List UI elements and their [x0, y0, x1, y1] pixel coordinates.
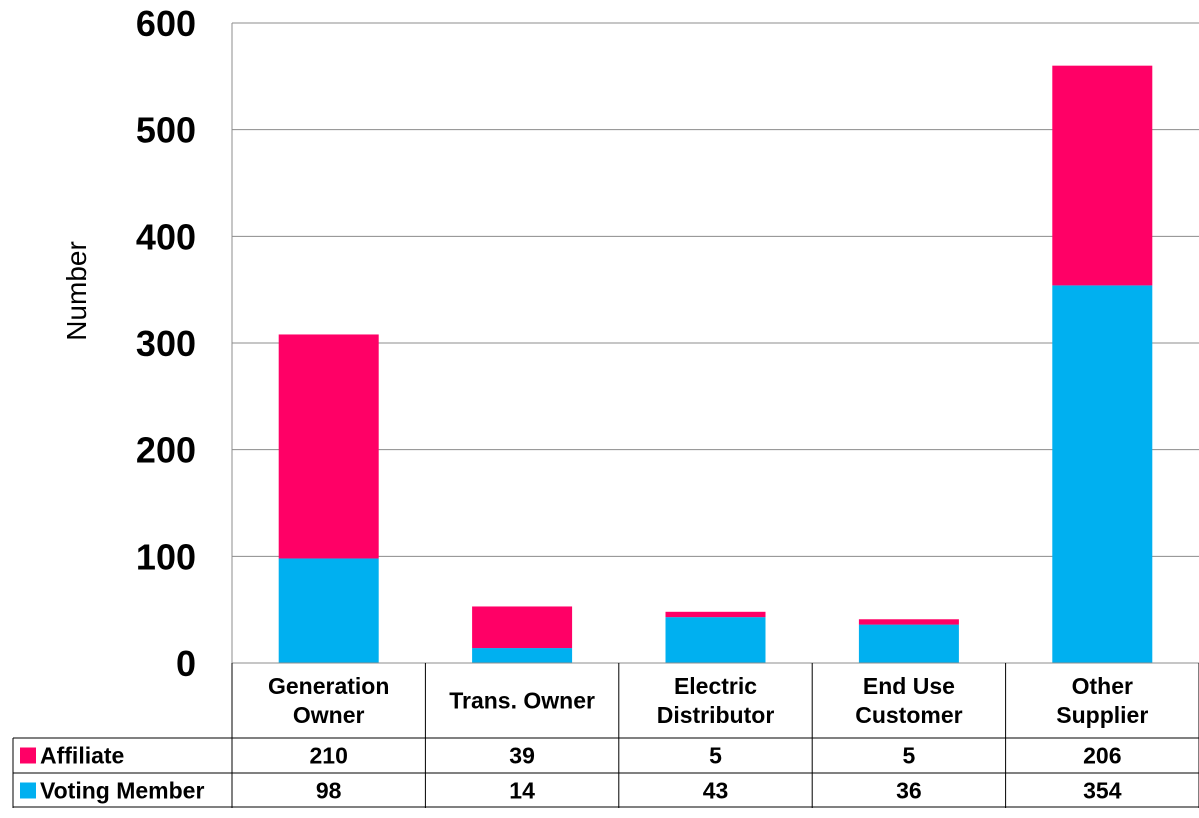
data-label: 210 — [310, 743, 348, 769]
y-tick-label: 400 — [136, 216, 196, 257]
data-label: 14 — [509, 778, 535, 804]
x-category-label: Electric — [674, 673, 757, 699]
y-axis-label: Number — [61, 241, 92, 341]
y-tick-label: 100 — [136, 536, 196, 577]
data-label: 43 — [703, 778, 729, 804]
legend-swatch — [20, 747, 36, 764]
bar-affiliate — [278, 334, 379, 559]
data-label: 206 — [1083, 743, 1121, 769]
bar-voting-member — [858, 624, 959, 663]
data-label: 354 — [1083, 778, 1122, 804]
legend-label: Voting Member — [40, 778, 204, 804]
y-tick-label: 600 — [136, 3, 196, 44]
bar-voting-member — [278, 558, 379, 663]
data-label: 39 — [509, 743, 535, 769]
y-tick-label: 200 — [136, 430, 196, 471]
bar-voting-member — [1052, 285, 1153, 663]
x-category-label: Customer — [855, 702, 962, 728]
y-tick-label: 300 — [136, 323, 196, 364]
bar-voting-member — [665, 617, 766, 663]
legend-label: Affiliate — [40, 743, 124, 769]
y-tick-label: 0 — [176, 643, 196, 684]
data-label: 98 — [316, 778, 342, 804]
bars — [278, 65, 1153, 663]
x-category-label: Distributor — [657, 702, 775, 728]
bar-affiliate — [472, 606, 573, 649]
y-tick-labels: 0 100 200 300 400 500 600 — [136, 3, 196, 684]
y-tick-label: 500 — [136, 110, 196, 151]
legend-swatch — [20, 782, 36, 799]
x-category-label: Owner — [293, 702, 365, 728]
data-label: 5 — [903, 743, 916, 769]
x-category-label: Generation — [268, 673, 389, 699]
data-label: 36 — [896, 778, 922, 804]
x-category-label: Other — [1072, 673, 1133, 699]
x-category-label: End Use — [863, 673, 955, 699]
bar-affiliate — [1052, 65, 1153, 286]
x-category-label: Supplier — [1056, 702, 1148, 728]
x-category-label: Trans. Owner — [449, 688, 595, 714]
axes — [231, 23, 1199, 664]
bar-affiliate — [665, 611, 766, 618]
data-table: Generation Owner Trans. Owner Electric Distr… — [12, 663, 1199, 808]
bar-affiliate — [858, 619, 959, 625]
bar-voting-member — [472, 648, 573, 663]
data-label: 5 — [709, 743, 722, 769]
grid-lines — [232, 22, 1199, 557]
